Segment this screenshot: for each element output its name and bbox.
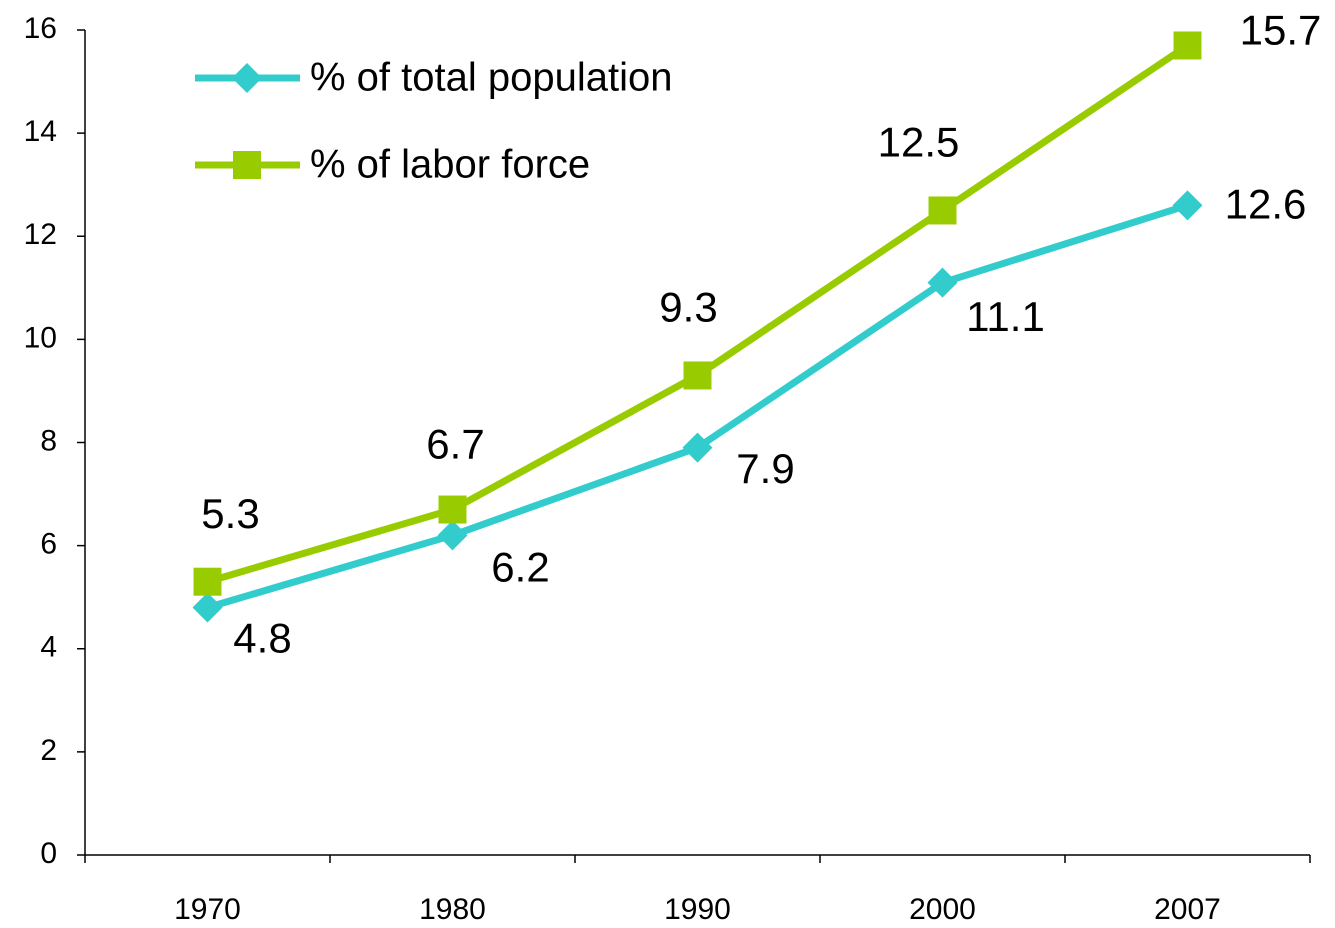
y-tick-label: 6 — [40, 528, 57, 561]
point — [193, 567, 222, 596]
y-tick-label: 2 — [40, 734, 57, 767]
legend-label: % of total population — [310, 56, 672, 100]
data-label: 12.5 — [878, 119, 960, 166]
point — [438, 495, 467, 524]
y-tick-label: 0 — [40, 837, 57, 870]
point — [927, 267, 958, 298]
point — [928, 196, 957, 225]
x-tick-label: 2000 — [909, 893, 976, 926]
point — [1172, 190, 1203, 221]
data-label: 11.1 — [966, 293, 1045, 340]
y-tick-label: 4 — [40, 631, 57, 664]
x-tick-label: 1980 — [419, 893, 486, 926]
x-tick-label: 2007 — [1154, 893, 1221, 926]
line — [206, 201, 1189, 611]
y-tick-label: 14 — [24, 115, 57, 148]
data-label: 6.2 — [491, 543, 549, 590]
legend-label: % of labor force — [310, 143, 590, 187]
y-tick-label: 16 — [24, 12, 57, 45]
point — [682, 432, 713, 463]
point — [437, 520, 468, 551]
x-tick-label: 1970 — [174, 893, 241, 926]
data-label: 15.7 — [1240, 7, 1322, 54]
data-label: 4.8 — [233, 615, 291, 662]
legend-marker — [232, 63, 262, 93]
y-tick-label: 12 — [24, 218, 57, 251]
point — [683, 361, 712, 390]
legend-marker — [233, 151, 261, 179]
point — [1173, 31, 1202, 60]
data-label: 9.3 — [659, 284, 717, 331]
x-tick-label: 1990 — [664, 893, 731, 926]
y-tick-label: 8 — [40, 424, 57, 457]
data-label: 6.7 — [426, 421, 484, 468]
data-label: 7.9 — [736, 445, 794, 492]
point — [192, 592, 223, 623]
data-label: 12.6 — [1225, 180, 1307, 227]
y-tick-label: 10 — [24, 321, 57, 354]
data-label: 5.3 — [201, 490, 259, 537]
